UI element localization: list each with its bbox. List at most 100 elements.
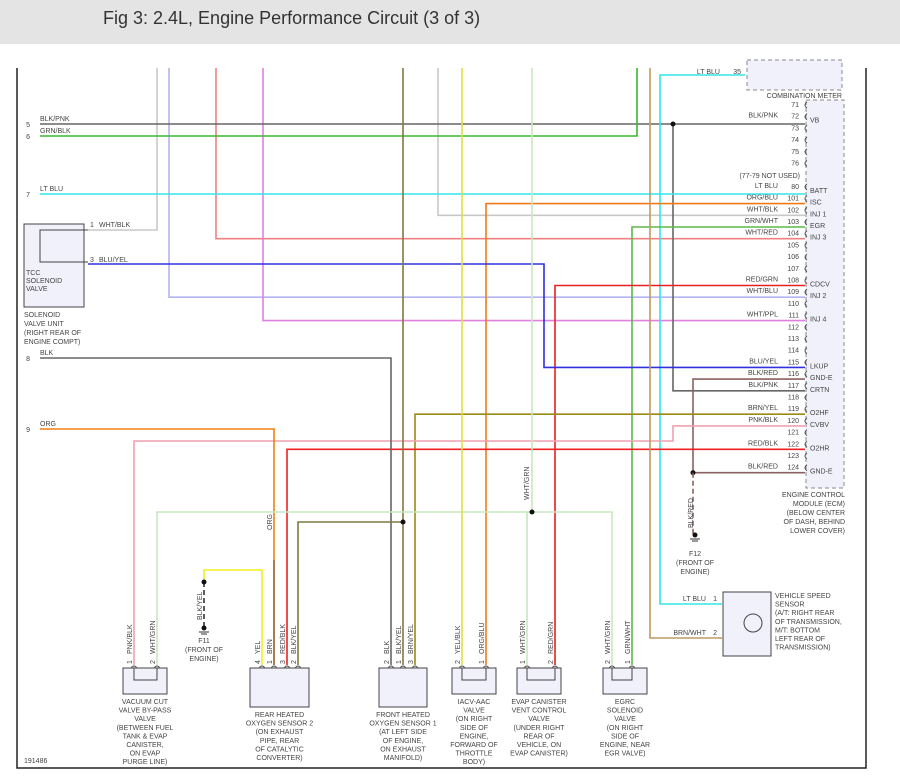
rho2s-wire-label: BRN (267, 639, 274, 654)
vcut-wire-label: PNK/BLK (127, 624, 134, 654)
rho2s-component-box (249, 667, 310, 708)
solenoid-coil-icon (611, 668, 633, 681)
vcut-wire-label: WHT/GRN (150, 621, 157, 654)
vcut-component-box (122, 667, 168, 695)
evap-name: REAR OF (523, 733, 554, 740)
connector-icon (283, 665, 291, 669)
ecm-note: (77-79 NOT USED) (739, 173, 800, 180)
ecm-pin-number: 121 (787, 430, 799, 437)
splice-dot (201, 579, 207, 585)
connector-icon (804, 405, 808, 413)
ecm-name: ENGINE CONTROL (782, 492, 845, 499)
org-wire-label: ORG (267, 514, 274, 530)
diagram-frame (16, 68, 867, 769)
rho2s-name: OXYGEN SENSOR 2 (246, 721, 313, 728)
ecm-wire-label: BLK/PNK (748, 113, 778, 120)
vcut-name: VALVE BY-PASS (119, 708, 172, 715)
ecm-wire-label: WHT/BLK (747, 206, 778, 213)
splice-dot (670, 121, 676, 127)
left-ref-label: BLK (40, 350, 54, 357)
fho2s-name: OF ENGINE, (383, 738, 424, 745)
ecm-pin-function: BATT (810, 188, 828, 195)
ecm-pin-number: 73 (791, 125, 799, 132)
wire-org (40, 428, 275, 560)
evap-component-box (516, 667, 562, 695)
ecm-wire-label: PNK/BLK (748, 417, 778, 424)
ecm-pin-number: 109 (787, 289, 799, 296)
egrc-pin-number: 2 (605, 660, 612, 664)
ecm-wire-label: BLK/RED (748, 464, 778, 471)
combination-meter-box (746, 59, 843, 91)
tcc-name: SOLENOID (24, 312, 60, 319)
rho2s-pin-number: 1 (267, 660, 274, 664)
fho2s-pin-number: 1 (396, 660, 403, 664)
fho2s-name: OXYGEN SENSOR 1 (369, 721, 436, 728)
ecm-pin-function: INJ 3 (810, 235, 826, 242)
connector-icon (804, 359, 808, 366)
vss-wire-label: BRN/WHT (673, 630, 706, 637)
ecm-name: MODULE (ECM) (793, 501, 845, 508)
iacv-pin-number: 2 (455, 660, 462, 664)
ecm-pin-function: CDCV (810, 282, 830, 289)
wire-yel (203, 569, 263, 665)
ecm-pin-number: 106 (787, 254, 799, 261)
connector-icon (804, 160, 808, 167)
egrc-name: SOLENOID (607, 708, 643, 715)
connector-icon (804, 347, 808, 355)
vcut-name: ON EVAP (130, 751, 161, 758)
splice-dot (529, 509, 535, 515)
connector-icon (804, 265, 808, 273)
tcc-name: ENGINE COMPT) (24, 339, 80, 346)
ecm-wire-label: BLU/YEL (749, 358, 778, 365)
evap-pin-number: 2 (548, 660, 555, 664)
ground-location: ENGINE) (680, 569, 709, 576)
connector-icon (258, 665, 266, 669)
ground-location: (FRONT OF (676, 560, 714, 567)
connector-icon (804, 218, 808, 226)
vcut-pin-number: 1 (127, 660, 134, 664)
wire-wht-blk-102 (437, 68, 805, 217)
vss-name: VEHICLE SPEED (775, 593, 831, 600)
egrc-name: EGR VALVE) (605, 751, 646, 758)
ecm-pin-number: 112 (788, 324, 799, 331)
fho2s-wire-label: BRN/YEL (408, 624, 415, 654)
ecm-wire-label: WHT/PPL (747, 312, 778, 319)
fho2s-pin-number: 2 (384, 660, 391, 664)
rho2s-pin-number: 4 (255, 660, 262, 664)
connector-icon (411, 665, 419, 669)
ecm-pin-function: EGR (810, 223, 825, 230)
wire-wht-grn-evap (526, 511, 532, 665)
rho2s-wire-label: BLK/YEL (291, 625, 298, 654)
left-ref-label: GRN/BLK (40, 128, 71, 135)
ecm-pin-number: 80 (791, 184, 799, 191)
splice-dot (400, 519, 406, 525)
connector-icon (804, 277, 808, 284)
connector-icon (804, 113, 808, 121)
ecm-pin-number: 101 (787, 196, 799, 203)
connector-icon (804, 452, 808, 460)
connector-icon (804, 230, 808, 238)
fho2s-name: (AT LEFT SIDE (379, 729, 427, 736)
vss-name: LEFT REAR OF (775, 636, 825, 643)
ecm-pin-number: 107 (787, 266, 799, 273)
connector-icon (804, 440, 808, 448)
tcc-name: (RIGHT REAR OF (24, 330, 81, 337)
combination-meter-wire-label: LT BLU (697, 69, 720, 76)
iacv-wire-label: ORG/BLU (479, 622, 486, 654)
vss-wire-label: LT BLU (683, 596, 706, 603)
wire-grn-blk (40, 68, 638, 137)
rho2s-wire-label: RED/BLK (280, 624, 287, 654)
wire-blk (40, 357, 392, 665)
ground-wire-label: BLK/YEL (197, 591, 204, 620)
evap-wire-label: RED/GRN (548, 622, 555, 654)
ecm-wire-label: RED/GRN (746, 277, 778, 284)
tcc-label: VALVE (26, 286, 48, 293)
tcc-label: SOLENOID (26, 278, 62, 285)
vss-name: (A/T: RIGHT REAR (775, 610, 834, 617)
ecm-wire-label: BRN/YEL (748, 405, 778, 412)
wire-red-grn (554, 284, 805, 665)
connector-icon (804, 429, 808, 436)
connector-icon (804, 323, 808, 331)
egrc-name: EGRC (615, 699, 635, 706)
